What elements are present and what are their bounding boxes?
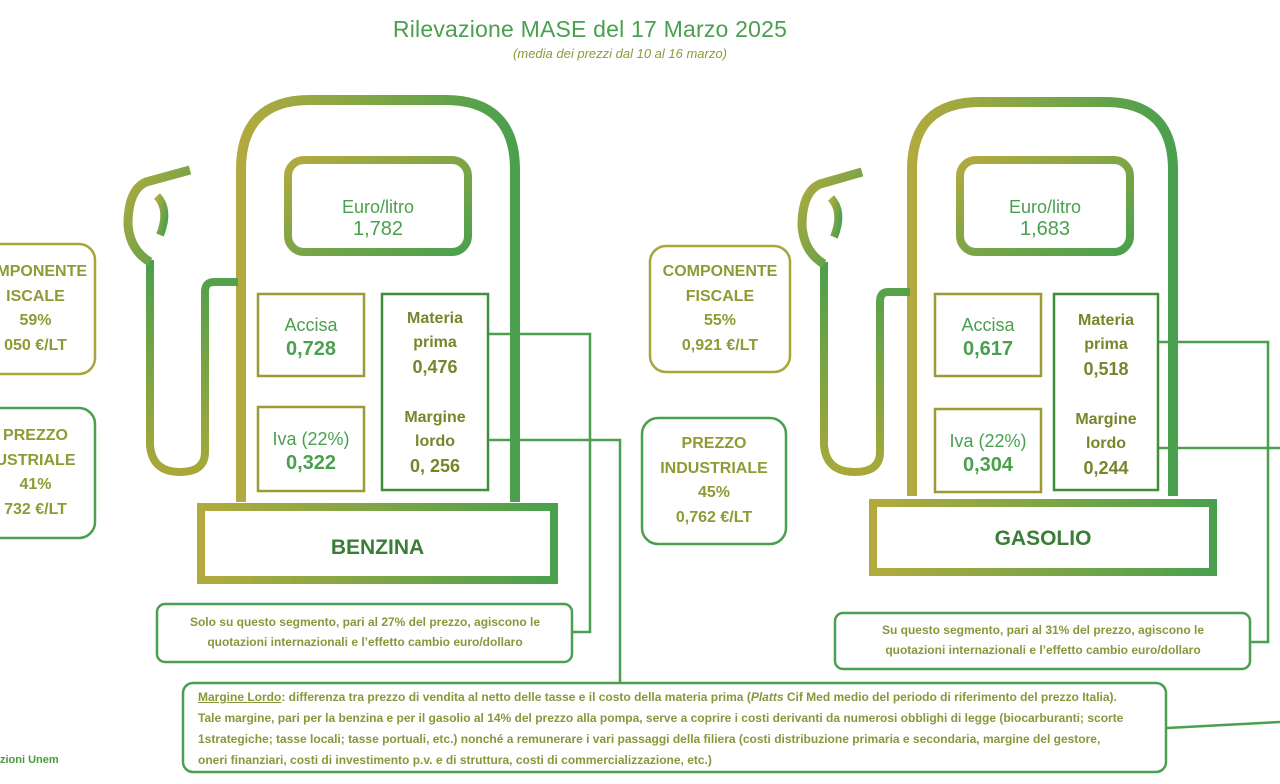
benzina-iva-label: Iva (22%) [272, 429, 350, 449]
gasolio-margine-box: Margine lordo 0,244 [1054, 406, 1158, 482]
gasolio-note: Su questo segmento, pari al 31% del prez… [838, 620, 1248, 660]
gasolio-pump-icon [797, 97, 1217, 576]
gasolio-materia-label-2: prima [1084, 336, 1128, 353]
footnote-line-1: Margine Lordo: differenza tra prezzo di … [198, 687, 1158, 708]
gasolio-industriale-box: PREZZO INDUSTRIALE 45% 0,762 €/LT [642, 431, 786, 531]
benzina-materia-label-2: prima [413, 334, 457, 351]
benzina-materia-value: 0,476 [412, 357, 458, 377]
benzina-accisa-label: Accisa [284, 315, 338, 335]
benzina-note-line-2: quotazioni internazionali e l’effetto ca… [207, 635, 523, 649]
gasolio-accisa-box: Accisa 0,617 [935, 308, 1041, 368]
connector-lines [489, 332, 1280, 730]
footnote-line-3: 1strategiche; tasse locali; tasse portua… [198, 732, 1101, 746]
footnote-line-1b: Cif Med medio del periodo di riferimento… [783, 690, 1117, 704]
benzina-label: BENZINA [330, 536, 425, 559]
gasolio-margine-value: 0,244 [1083, 458, 1129, 478]
gasolio-iva-value: 0,304 [962, 454, 1014, 476]
gasolio-materia-value: 0,518 [1083, 359, 1129, 379]
footnote-term: Margine Lordo [198, 690, 282, 704]
gasolio-margine-label-2: lordo [1086, 435, 1126, 452]
footnote-line-2: Tale margine, pari per la benzina e per … [198, 711, 1124, 725]
gasolio-iva-box: Iva (22%) 0,304 [935, 424, 1041, 484]
benzina-industriale-box: PREZZO USTRIALE 41% 732 €/LT [0, 423, 93, 523]
benzina-accisa-value: 0,728 [285, 338, 337, 360]
side-boxes [0, 242, 792, 546]
gasolio-industriale-pct: 45% [697, 484, 731, 501]
page-subtitle: (media dei prezzi dal 10 al 16 marzo) [513, 46, 727, 61]
benzina-industriale-line-1: PREZZO [3, 427, 68, 444]
gasolio-iva-label: Iva (22%) [949, 431, 1027, 451]
benzina-price-display: Euro/litro 1,782 [290, 188, 466, 248]
gasolio-note-line-2: quotazioni internazionali e l’effetto ca… [885, 643, 1201, 657]
benzina-industriale-val: 732 €/LT [4, 500, 67, 518]
benzina-fiscale-pct: 59% [19, 312, 52, 329]
benzina-margine-label-1: Margine [404, 409, 466, 426]
footnote-platts: Platts [750, 690, 784, 704]
gasolio-fiscale-line-2: FISCALE [685, 287, 755, 305]
benzina-euro-value: 1,782 [352, 218, 404, 240]
benzina-iva-value: 0,322 [285, 452, 337, 474]
benzina-fiscale-val: 050 €/LT [4, 336, 67, 354]
gasolio-euro-value: 1,683 [1019, 218, 1071, 240]
benzina-fiscale-line-1: OMPONENTE [0, 263, 88, 280]
gasolio-fiscale-val: 0,921 €/LT [681, 336, 759, 354]
footnote-line-1a: : differenza tra prezzo di vendita al ne… [281, 690, 751, 704]
gasolio-industriale-val: 0,762 €/LT [675, 508, 753, 526]
benzina-margine-box: Margine lordo 0, 256 [382, 404, 488, 480]
gasolio-label: GASOLIO [994, 527, 1092, 550]
benzina-pump-icon [123, 95, 558, 584]
gasolio-accisa-label: Accisa [961, 315, 1015, 335]
margine-lordo-footnote: Margine Lordo: differenza tra prezzo di … [198, 687, 1158, 771]
benzina-accisa-box: Accisa 0,728 [258, 308, 364, 368]
gasolio-fiscale-box: COMPONENTE FISCALE 55% 0,921 €/LT [650, 259, 790, 359]
benzina-iva-box: Iva (22%) 0,322 [258, 422, 364, 482]
gasolio-industriale-line-2: INDUSTRIALE [660, 459, 768, 477]
benzina-euro-label: Euro/litro [341, 197, 415, 217]
gasolio-fiscale-line-1: COMPONENTE [662, 263, 778, 280]
gasolio-price-display: Euro/litro 1,683 [962, 188, 1128, 248]
note-boxes [155, 602, 1252, 774]
benzina-fiscale-box: OMPONENTE ISCALE 59% 050 €/LT [0, 259, 93, 359]
benzina-margine-value: 0, 256 [409, 456, 461, 476]
footnote-line-4: oneri finanziari, costi di investimento … [198, 753, 712, 767]
benzina-industriale-pct: 41% [19, 476, 52, 493]
page-title: Rilevazione MASE del 17 Marzo 2025 [392, 16, 788, 42]
gasolio-margine-label-1: Margine [1075, 411, 1137, 428]
benzina-materia-box: Materia prima 0,476 [382, 305, 488, 381]
gasolio-industriale-line-1: PREZZO [681, 435, 747, 452]
gasolio-fiscale-pct: 55% [703, 312, 737, 329]
benzina-margine-label-2: lordo [415, 433, 455, 450]
source-credit: zioni Unem [0, 754, 59, 766]
gasolio-accisa-value: 0,617 [962, 338, 1014, 360]
benzina-materia-label-1: Materia [406, 310, 464, 327]
benzina-note: Solo su questo segmento, pari al 27% del… [160, 612, 570, 652]
gasolio-materia-label-1: Materia [1077, 312, 1135, 329]
benzina-note-line-1: Solo su questo segmento, pari al 27% del… [189, 615, 541, 629]
gasolio-note-line-1: Su questo segmento, pari al 31% del prez… [881, 623, 1205, 637]
benzina-fiscale-line-2: ISCALE [6, 287, 65, 305]
gasolio-euro-label: Euro/litro [1008, 197, 1082, 217]
benzina-industriale-line-2: USTRIALE [0, 451, 76, 469]
gasolio-materia-box: Materia prima 0,518 [1054, 307, 1158, 383]
